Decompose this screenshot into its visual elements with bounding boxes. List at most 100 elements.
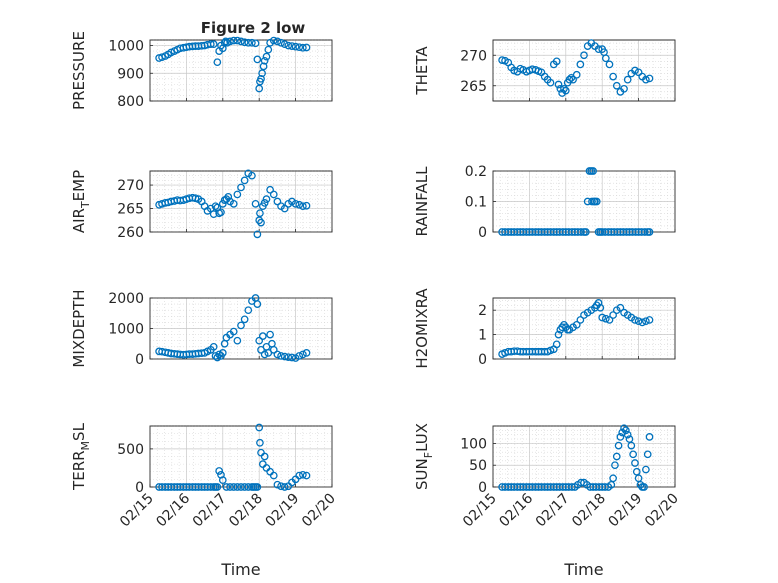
data-point bbox=[244, 483, 253, 491]
data-point bbox=[295, 352, 304, 360]
data-point bbox=[244, 306, 253, 315]
data-point bbox=[258, 69, 266, 78]
data-point bbox=[260, 350, 269, 359]
data-point bbox=[620, 84, 628, 93]
data-point bbox=[215, 350, 224, 359]
data-point bbox=[213, 58, 222, 67]
data-point bbox=[594, 299, 603, 307]
data-point bbox=[211, 352, 220, 360]
data-point bbox=[640, 228, 649, 236]
y-tick-label: 265 bbox=[117, 202, 144, 218]
subplot-theta: 265 270 THETA bbox=[413, 39, 676, 102]
data-point bbox=[622, 426, 630, 435]
subplot-air-temp: 260 265 270 AIRTEMP bbox=[70, 169, 333, 241]
data-point bbox=[498, 56, 506, 64]
y-tick-label: 500 bbox=[117, 442, 144, 458]
data-point bbox=[217, 208, 225, 217]
data-point bbox=[262, 52, 271, 61]
data-point bbox=[302, 349, 311, 357]
data-point bbox=[645, 74, 654, 83]
data-point bbox=[601, 314, 610, 323]
data-point bbox=[631, 66, 639, 75]
data-point bbox=[269, 471, 278, 480]
data-point bbox=[295, 200, 304, 209]
y-tick-label: 0.2 bbox=[465, 164, 487, 180]
y-axis-label: MIXDEPTH bbox=[70, 289, 88, 367]
axes-border bbox=[492, 297, 676, 360]
data-point bbox=[266, 330, 274, 339]
data-point bbox=[233, 336, 242, 345]
data-point bbox=[262, 195, 271, 204]
data-point bbox=[295, 471, 304, 480]
data-point bbox=[158, 53, 166, 62]
y-tick-label: 265 bbox=[460, 79, 487, 95]
data-point bbox=[302, 201, 311, 210]
data-point bbox=[248, 38, 256, 47]
data-point bbox=[255, 336, 264, 345]
data-point bbox=[240, 176, 249, 185]
y-axis-label: THETA bbox=[413, 46, 431, 96]
data-point bbox=[605, 316, 614, 324]
y-tick-label: 1000 bbox=[108, 322, 144, 338]
data-point bbox=[233, 36, 242, 45]
data-point bbox=[280, 40, 289, 49]
data-point bbox=[253, 483, 262, 491]
y-tick-label: 1000 bbox=[108, 39, 144, 55]
x-axis-label: Time bbox=[220, 560, 260, 579]
data-point bbox=[233, 483, 242, 491]
data-point bbox=[269, 345, 278, 354]
y-tick-label: 800 bbox=[117, 94, 144, 110]
data-point bbox=[226, 37, 234, 46]
y-tick-label: 50 bbox=[469, 458, 487, 474]
data-point bbox=[609, 72, 617, 81]
data-point bbox=[614, 441, 623, 450]
data-point bbox=[213, 483, 222, 491]
data-point bbox=[616, 433, 625, 441]
data-point bbox=[299, 470, 307, 479]
axes-border bbox=[492, 39, 676, 102]
data-point bbox=[642, 75, 650, 84]
y-tick-label: 0 bbox=[478, 225, 487, 241]
data-point bbox=[645, 316, 654, 324]
data-point bbox=[291, 199, 300, 208]
axes-border bbox=[149, 170, 333, 233]
y-tick-label: 1 bbox=[478, 328, 487, 344]
data-point bbox=[561, 86, 570, 95]
data-point bbox=[631, 316, 639, 324]
data-point bbox=[560, 84, 568, 93]
subplot-pressure: 800 900 1000 PRESSURE bbox=[70, 31, 333, 110]
data-point bbox=[609, 474, 617, 483]
data-point bbox=[576, 316, 585, 324]
data-point bbox=[302, 43, 311, 52]
data-point bbox=[572, 320, 581, 329]
data-point bbox=[218, 199, 227, 208]
data-point bbox=[253, 300, 262, 308]
data-point bbox=[277, 482, 285, 491]
data-point bbox=[253, 230, 262, 239]
data-point bbox=[572, 70, 581, 79]
y-tick-label: 100 bbox=[460, 436, 487, 452]
data-point bbox=[218, 349, 227, 357]
subplot-h2omixra: 0 1 2 H2OMIXRA bbox=[413, 288, 676, 369]
data-point bbox=[280, 483, 289, 491]
data-point bbox=[299, 350, 307, 359]
y-axis-label: TERRMSL bbox=[70, 422, 92, 491]
data-point bbox=[546, 78, 555, 87]
data-point bbox=[589, 167, 597, 175]
data-point bbox=[612, 81, 621, 90]
data-point bbox=[237, 321, 245, 330]
y-axis-label: AIRTEMP bbox=[70, 170, 92, 233]
data-point bbox=[277, 352, 285, 360]
data-point bbox=[255, 423, 264, 432]
data-point bbox=[260, 56, 269, 65]
data-point bbox=[260, 199, 269, 207]
data-point bbox=[565, 75, 574, 84]
data-point bbox=[233, 190, 242, 199]
data-point bbox=[611, 461, 619, 470]
data-point bbox=[569, 75, 577, 84]
x-axis-label: Time bbox=[563, 560, 603, 579]
data-point bbox=[280, 352, 289, 361]
data-point bbox=[552, 57, 561, 66]
y-tick-label: 0 bbox=[135, 352, 144, 368]
data-point bbox=[256, 438, 264, 447]
